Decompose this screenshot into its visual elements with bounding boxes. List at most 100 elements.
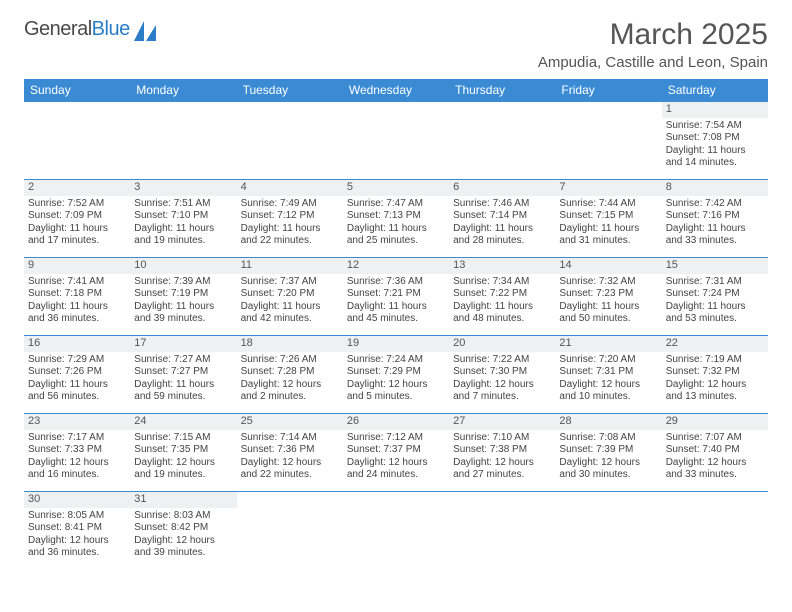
day-number: 2: [24, 180, 130, 196]
sunset-text: Sunset: 8:41 PM: [28, 522, 126, 535]
calendar-cell: [449, 102, 555, 180]
calendar-week-row: 16Sunrise: 7:29 AMSunset: 7:26 PMDayligh…: [24, 336, 768, 414]
calendar-cell: 17Sunrise: 7:27 AMSunset: 7:27 PMDayligh…: [130, 336, 236, 414]
calendar-cell: 7Sunrise: 7:44 AMSunset: 7:15 PMDaylight…: [555, 180, 661, 258]
calendar-cell: [24, 102, 130, 180]
calendar-cell: 16Sunrise: 7:29 AMSunset: 7:26 PMDayligh…: [24, 336, 130, 414]
sunrise-text: Sunrise: 7:20 AM: [559, 354, 657, 367]
sails-icon: [134, 19, 162, 41]
sunrise-text: Sunrise: 7:29 AM: [28, 354, 126, 367]
sunrise-text: Sunrise: 7:36 AM: [347, 276, 445, 289]
sunset-text: Sunset: 7:14 PM: [453, 210, 551, 223]
day-number: 12: [343, 258, 449, 274]
calendar-cell: 21Sunrise: 7:20 AMSunset: 7:31 PMDayligh…: [555, 336, 661, 414]
daylight-text: and 2 minutes.: [241, 391, 339, 404]
calendar-body: 1Sunrise: 7:54 AMSunset: 7:08 PMDaylight…: [24, 102, 768, 570]
calendar-cell: 15Sunrise: 7:31 AMSunset: 7:24 PMDayligh…: [662, 258, 768, 336]
sunset-text: Sunset: 7:10 PM: [134, 210, 232, 223]
daylight-text: and 28 minutes.: [453, 235, 551, 248]
day-number: 8: [662, 180, 768, 196]
sunset-text: Sunset: 7:15 PM: [559, 210, 657, 223]
daylight-text: Daylight: 11 hours: [28, 379, 126, 392]
sunset-text: Sunset: 8:42 PM: [134, 522, 232, 535]
sunrise-text: Sunrise: 7:12 AM: [347, 432, 445, 445]
day-number: 25: [237, 414, 343, 430]
day-header: Sunday: [24, 79, 130, 102]
sunrise-text: Sunrise: 7:47 AM: [347, 198, 445, 211]
daylight-text: Daylight: 11 hours: [666, 145, 764, 158]
day-header: Monday: [130, 79, 236, 102]
daylight-text: Daylight: 12 hours: [666, 457, 764, 470]
sunrise-text: Sunrise: 7:41 AM: [28, 276, 126, 289]
sunrise-text: Sunrise: 7:34 AM: [453, 276, 551, 289]
daylight-text: and 39 minutes.: [134, 313, 232, 326]
sunset-text: Sunset: 7:13 PM: [347, 210, 445, 223]
daylight-text: Daylight: 11 hours: [134, 223, 232, 236]
calendar-cell: 23Sunrise: 7:17 AMSunset: 7:33 PMDayligh…: [24, 414, 130, 492]
calendar-cell: 3Sunrise: 7:51 AMSunset: 7:10 PMDaylight…: [130, 180, 236, 258]
daylight-text: Daylight: 12 hours: [453, 379, 551, 392]
daylight-text: and 56 minutes.: [28, 391, 126, 404]
day-number: 13: [449, 258, 555, 274]
title-block: March 2025 Ampudia, Castille and Leon, S…: [538, 18, 768, 71]
sunset-text: Sunset: 7:19 PM: [134, 288, 232, 301]
daylight-text: Daylight: 11 hours: [666, 301, 764, 314]
daylight-text: and 7 minutes.: [453, 391, 551, 404]
day-number: 17: [130, 336, 236, 352]
sunset-text: Sunset: 7:29 PM: [347, 366, 445, 379]
daylight-text: and 5 minutes.: [347, 391, 445, 404]
daylight-text: Daylight: 11 hours: [666, 223, 764, 236]
calendar-header-row: SundayMondayTuesdayWednesdayThursdayFrid…: [24, 79, 768, 102]
calendar-cell: 9Sunrise: 7:41 AMSunset: 7:18 PMDaylight…: [24, 258, 130, 336]
day-header: Thursday: [449, 79, 555, 102]
calendar-cell: 31Sunrise: 8:03 AMSunset: 8:42 PMDayligh…: [130, 492, 236, 570]
day-number: 27: [449, 414, 555, 430]
daylight-text: Daylight: 11 hours: [559, 223, 657, 236]
day-number: 14: [555, 258, 661, 274]
sunset-text: Sunset: 7:20 PM: [241, 288, 339, 301]
daylight-text: Daylight: 12 hours: [241, 457, 339, 470]
sunset-text: Sunset: 7:26 PM: [28, 366, 126, 379]
daylight-text: and 22 minutes.: [241, 469, 339, 482]
daylight-text: and 22 minutes.: [241, 235, 339, 248]
daylight-text: Daylight: 11 hours: [347, 223, 445, 236]
sunrise-text: Sunrise: 8:03 AM: [134, 510, 232, 523]
daylight-text: and 42 minutes.: [241, 313, 339, 326]
daylight-text: and 53 minutes.: [666, 313, 764, 326]
sunrise-text: Sunrise: 7:39 AM: [134, 276, 232, 289]
logo-text-main: General: [24, 18, 92, 40]
sunset-text: Sunset: 7:32 PM: [666, 366, 764, 379]
daylight-text: Daylight: 12 hours: [28, 457, 126, 470]
daylight-text: and 59 minutes.: [134, 391, 232, 404]
daylight-text: and 16 minutes.: [28, 469, 126, 482]
day-number: 10: [130, 258, 236, 274]
sunset-text: Sunset: 7:24 PM: [666, 288, 764, 301]
daylight-text: and 39 minutes.: [134, 547, 232, 560]
sunset-text: Sunset: 7:21 PM: [347, 288, 445, 301]
sunset-text: Sunset: 7:27 PM: [134, 366, 232, 379]
sunset-text: Sunset: 7:37 PM: [347, 444, 445, 457]
daylight-text: and 24 minutes.: [347, 469, 445, 482]
sunset-text: Sunset: 7:35 PM: [134, 444, 232, 457]
calendar-cell: [555, 102, 661, 180]
daylight-text: and 14 minutes.: [666, 157, 764, 170]
calendar-cell: [555, 492, 661, 570]
sunset-text: Sunset: 7:33 PM: [28, 444, 126, 457]
daylight-text: Daylight: 11 hours: [134, 301, 232, 314]
calendar-cell: [237, 492, 343, 570]
day-number: 7: [555, 180, 661, 196]
calendar-cell: 6Sunrise: 7:46 AMSunset: 7:14 PMDaylight…: [449, 180, 555, 258]
day-number: 11: [237, 258, 343, 274]
daylight-text: and 33 minutes.: [666, 235, 764, 248]
sunrise-text: Sunrise: 7:15 AM: [134, 432, 232, 445]
logo-text-accent: Blue: [92, 18, 130, 40]
day-number: 23: [24, 414, 130, 430]
daylight-text: Daylight: 11 hours: [28, 301, 126, 314]
day-number: 5: [343, 180, 449, 196]
daylight-text: and 48 minutes.: [453, 313, 551, 326]
daylight-text: and 17 minutes.: [28, 235, 126, 248]
sunrise-text: Sunrise: 7:52 AM: [28, 198, 126, 211]
sunset-text: Sunset: 7:18 PM: [28, 288, 126, 301]
calendar-cell: [237, 102, 343, 180]
calendar-cell: 25Sunrise: 7:14 AMSunset: 7:36 PMDayligh…: [237, 414, 343, 492]
